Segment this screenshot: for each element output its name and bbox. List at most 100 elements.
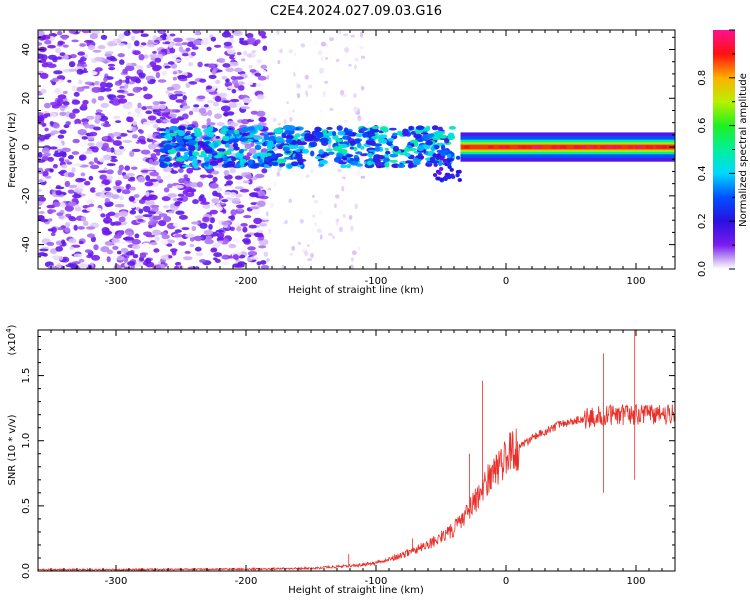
heatmap-cell [79, 61, 87, 65]
heatmap-cell [354, 57, 359, 62]
heatmap-cell [270, 59, 276, 63]
heatmap-cell [71, 151, 80, 155]
heatmap-cell [57, 30, 63, 36]
heatmap-cell [244, 143, 252, 150]
heatmap-cell [328, 143, 332, 149]
heatmap-cell [230, 122, 239, 127]
heatmap-cell [152, 123, 159, 129]
heatmap-cell [325, 148, 333, 152]
heatmap-cell [254, 144, 262, 151]
heatmap-cell [343, 119, 348, 123]
heatmap-cell [159, 161, 165, 168]
snr-ticks: -300 -200 -100 0 100 0.0 0.5 1.0 1.5 [21, 330, 676, 587]
heatmap-cell [104, 240, 115, 246]
heatmap-cell [291, 245, 296, 251]
heatmap-cell [296, 93, 301, 99]
heatmap-cell [202, 136, 212, 141]
heatmap-cell [341, 185, 345, 192]
heatmap-cell [326, 126, 333, 130]
heatmap-cell [325, 57, 328, 60]
heatmap-cell [251, 50, 257, 54]
heatmap-cell [105, 227, 110, 234]
heatmap-cell [661, 145, 668, 149]
heatmap-cell [77, 51, 85, 56]
heatmap-cell [56, 98, 64, 105]
heatmap-cell [101, 59, 111, 63]
heatmap-cell [174, 42, 183, 47]
heatmap-cell [284, 219, 288, 225]
heatmap-cell [139, 97, 144, 101]
heatmap-cell [179, 147, 187, 152]
heatmap-cell [129, 111, 138, 117]
heatmap-cell [161, 112, 170, 117]
heatmap-cell [342, 214, 346, 218]
heatmap-cell [135, 262, 144, 268]
heatmap-cell [188, 110, 194, 116]
heatmap-cell [46, 204, 56, 209]
heatmap-cell [71, 85, 78, 91]
heatmap-cell [214, 258, 221, 263]
heatmap-cell [112, 140, 122, 146]
heatmap-cell [205, 89, 216, 92]
heatmap-cell [105, 51, 114, 55]
heatmap-cell [67, 172, 75, 178]
heatmap-cell [205, 235, 212, 241]
heatmap-cell [321, 41, 326, 47]
heatmap-cell [168, 132, 178, 137]
heatmap-cell [285, 150, 291, 154]
heatmap-cell [44, 39, 52, 45]
heatmap-cell [128, 196, 135, 201]
heatmap-cell [106, 256, 111, 263]
heatmap-cell [224, 185, 234, 189]
heatmap-cell [237, 208, 244, 212]
heatmap-cell [215, 192, 222, 197]
heatmap-cell [204, 161, 210, 167]
heatmap-cell [161, 234, 170, 240]
heatmap-cell [314, 222, 318, 226]
heatmap-cell [175, 99, 184, 103]
heatmap-cell [348, 215, 353, 220]
heatmap-cell [297, 145, 305, 150]
heatmap-cell [300, 174, 304, 181]
heatmap-cell [169, 125, 179, 131]
heatmap-cell [220, 97, 227, 101]
heatmap-cell [223, 112, 229, 116]
heatmap-cell [319, 210, 323, 215]
heatmap-cell [365, 140, 376, 145]
heatmap-cell [227, 85, 235, 90]
heatmap-cell [102, 136, 109, 141]
heatmap-band [460, 144, 675, 150]
heatmap-cell [116, 94, 126, 99]
heatmap-cell [229, 192, 237, 197]
heatmap-cell [229, 148, 235, 152]
heatmap-cell [121, 189, 131, 195]
heatmap-cell [173, 90, 183, 95]
heatmap-cell [195, 30, 201, 34]
heatmap-cell [349, 264, 354, 269]
heatmap-cell [116, 136, 122, 140]
heatmap-cell [164, 41, 171, 45]
heatmap-cell [88, 44, 95, 51]
heatmap-cell [199, 259, 207, 263]
heatmap-cell [61, 239, 66, 245]
heatmap-cell [457, 178, 462, 182]
heatmap-cell [61, 147, 71, 153]
heatmap-cell [308, 84, 313, 89]
heatmap-cell [99, 81, 107, 89]
heatmap-cell [259, 116, 267, 122]
heatmap-cell [353, 93, 357, 98]
heatmap-cell [224, 142, 230, 148]
heatmap-cell [40, 54, 48, 61]
heatmap-cell [351, 250, 357, 255]
x-tick-label: -100 [365, 576, 388, 587]
colorbar-tick-label: 0.6 [697, 118, 708, 134]
heatmap-cell [152, 215, 162, 221]
spectrogram-frame [37, 29, 676, 270]
heatmap-cell [230, 214, 236, 221]
heatmap-cell [209, 182, 219, 189]
heatmap-cell [209, 162, 219, 166]
heatmap-cell [233, 55, 240, 59]
heatmap-cell [214, 95, 222, 102]
heatmap-cell [221, 105, 231, 112]
heatmap-cell [133, 194, 140, 198]
